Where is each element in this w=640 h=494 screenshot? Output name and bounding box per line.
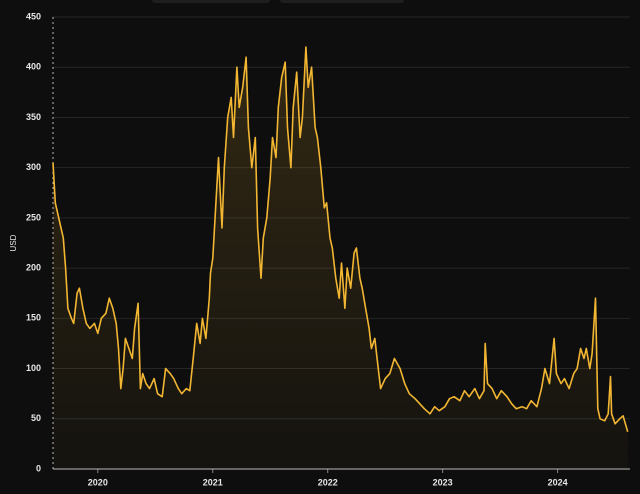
area-fill bbox=[53, 47, 628, 469]
y-tick-label: 200 bbox=[26, 262, 41, 272]
x-tick-label: 2023 bbox=[433, 477, 453, 487]
y-tick-label: 300 bbox=[26, 162, 41, 172]
y-tick-label: 400 bbox=[26, 62, 41, 72]
x-tick-label: 2022 bbox=[318, 477, 338, 487]
y-tick-label: 350 bbox=[26, 112, 41, 122]
y-tick-label: 150 bbox=[26, 313, 41, 323]
y-axis-label: USD bbox=[9, 234, 18, 251]
y-tick-label: 50 bbox=[31, 413, 41, 423]
y-tick-label: 0 bbox=[36, 463, 41, 473]
y-tick-label: 250 bbox=[26, 212, 41, 222]
tab-button[interactable] bbox=[152, 0, 270, 3]
tab-button[interactable] bbox=[280, 0, 404, 3]
x-tick-label: 2021 bbox=[203, 477, 223, 487]
x-tick-label: 2020 bbox=[88, 477, 108, 487]
x-tick-label: 2024 bbox=[548, 477, 568, 487]
y-tick-label: 100 bbox=[26, 363, 41, 373]
y-tick-label: 450 bbox=[26, 11, 41, 21]
line bbox=[52, 46, 629, 433]
